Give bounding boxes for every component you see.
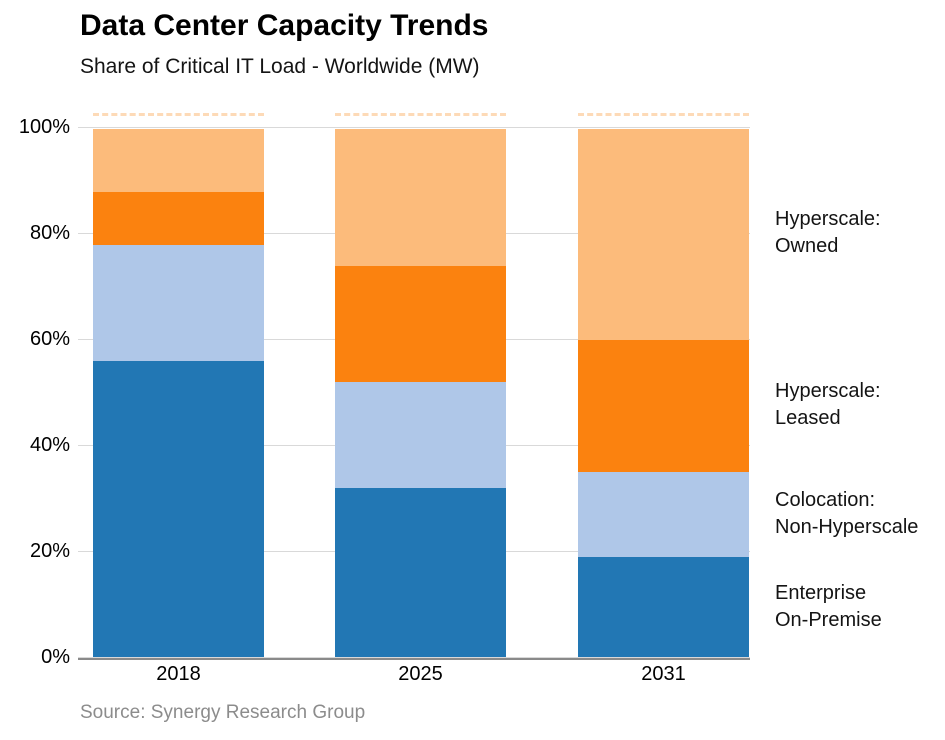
y-tick-label-60: 60% <box>29 328 70 350</box>
source-attribution: Source: Synergy Research Group <box>80 702 366 723</box>
plot-area <box>78 113 750 660</box>
bar-top-dashed-line <box>93 113 264 116</box>
legend-line: Leased <box>775 407 841 430</box>
x-tick-label-2018: 2018 <box>156 663 201 685</box>
legend-label-hyperscale-leased: Hyperscale: Leased <box>775 378 881 432</box>
segment-2031-hyperscale-leased <box>578 340 749 473</box>
gridline-0 <box>78 657 750 658</box>
legend-label-hyperscale-owned: Hyperscale: Owned <box>775 206 881 260</box>
legend-line: On-Premise <box>775 608 882 631</box>
y-tick-label-80: 80% <box>29 222 70 244</box>
legend-line: Non-Hyperscale <box>775 515 919 538</box>
segment-2031-hyperscale-owned <box>578 129 749 341</box>
legend-line: Hyperscale: <box>775 208 881 230</box>
bar-2018 <box>93 113 264 657</box>
chart-title: Data Center Capacity Trends <box>80 9 489 42</box>
y-axis-labels: 0% 20% 40% 60% 80% 100% <box>0 116 70 668</box>
legend-line: Colocation: <box>775 488 876 511</box>
legend-line: Hyperscale: <box>775 380 881 403</box>
legend: Enterprise On-Premise Colocation: Non-Hyper… <box>775 0 943 740</box>
bar-top-dashed-line <box>335 113 506 116</box>
segment-2018-hyperscale-owned <box>93 129 264 193</box>
bar-top-dashed-line <box>578 113 749 116</box>
y-tick-label-40: 40% <box>29 434 70 456</box>
segment-2018-enterprise-on-premise <box>93 361 264 657</box>
legend-line: Owned <box>775 235 839 257</box>
segment-2025-enterprise-on-premise <box>335 488 506 657</box>
y-tick-label-100: 100% <box>18 116 70 138</box>
segment-2031-enterprise-on-premise <box>578 556 749 657</box>
legend-line: Enterprise <box>775 581 867 604</box>
segment-2025-colocation-non-hyperscale <box>335 382 506 489</box>
segment-2018-hyperscale-leased <box>93 192 264 246</box>
y-tick-label-20: 20% <box>29 540 70 562</box>
x-tick-label-2025: 2025 <box>398 663 443 685</box>
segment-2018-colocation-non-hyperscale <box>93 245 264 362</box>
segment-2031-colocation-non-hyperscale <box>578 472 749 557</box>
bar-2025 <box>335 113 506 657</box>
bar-2031 <box>578 113 749 657</box>
gridline-100 <box>78 127 750 128</box>
segment-2025-hyperscale-owned <box>335 129 506 267</box>
legend-label-enterprise-on-premise: Enterprise On-Premise <box>775 580 882 634</box>
segment-2025-hyperscale-leased <box>335 266 506 383</box>
chart-subtitle: Share of Critical IT Load - Worldwide (M… <box>80 55 480 78</box>
x-axis-labels: 2018 2025 2031 <box>0 663 945 691</box>
x-tick-label-2031: 2031 <box>641 663 686 685</box>
y-tick-label-0: 0% <box>41 646 70 668</box>
legend-label-colocation-non-hyperscale: Colocation: Non-Hyperscale <box>775 487 918 541</box>
